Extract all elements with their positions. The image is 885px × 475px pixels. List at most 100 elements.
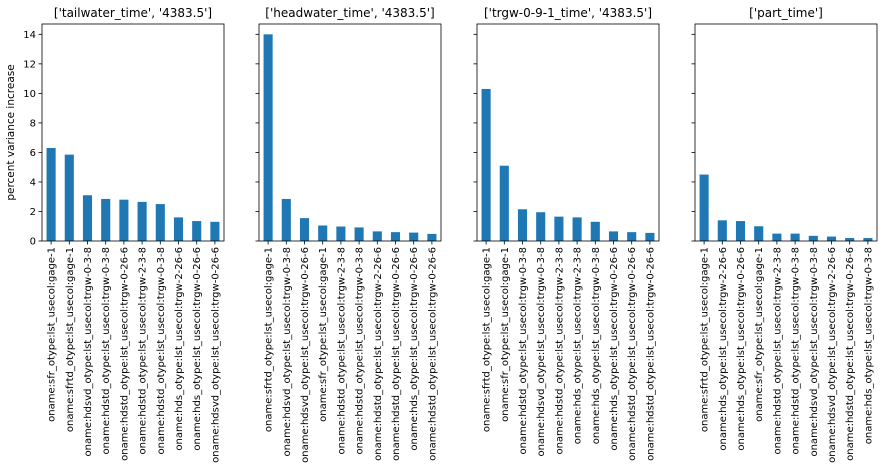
x-tick-label: oname:hdstd_otype:lst_usecol:trgw-2-3-8	[138, 247, 149, 455]
y-tick-label: 0	[30, 237, 36, 248]
x-tick-label: oname:hdstd_otype:lst_usecol:trgw-2-3-8	[336, 247, 347, 455]
panel-2-frame	[258, 23, 442, 242]
x-tick-label: oname:hdstd_otype:lst_usecol:trgw-0-26-6	[427, 247, 438, 461]
x-tick-label: oname:hdstd_otype:lst_usecol:trgw-0-26-6	[119, 247, 130, 461]
panel-1: ['tailwater_time', '4383.5'] oname:sfr_ot…	[23, 6, 225, 463]
x-tick-label: oname:hdstd_otype:lst_usecol:trgw-2-3-8	[772, 247, 783, 455]
bar	[119, 199, 129, 241]
x-tick-label: oname:hds_otype:lst_usecol:trgw-0-3-8	[591, 247, 602, 444]
x-tick-label: oname:sfr_otype:lst_usecol:gage-1	[754, 247, 765, 422]
x-tick-label: oname:hdstd_otype:lst_usecol:trgw-0-3-8	[156, 247, 167, 455]
x-tick-label: oname:sfr_otype:lst_usecol:gage-1	[318, 247, 329, 422]
bar	[808, 235, 818, 241]
x-tick-label: oname:hdstd_otype:lst_usecol:trgw-0-3-8	[518, 247, 529, 455]
x-tick-label: oname:hdsvd_otype:lst_usecol:trgw-0-3-8	[282, 247, 293, 457]
panel-4: ['part_time'] oname:sfrtd_otype:lst_useco…	[691, 6, 878, 463]
x-tick-label: oname:hds_otype:lst_usecol:trgw-2-26-6	[174, 247, 185, 451]
x-tick-label: oname:hds_otype:lst_usecol:trgw-0-3-8	[863, 247, 874, 444]
bar	[263, 34, 273, 241]
bar	[608, 231, 619, 241]
bar	[826, 236, 837, 241]
x-tick-label: oname:hdstd_otype:lst_usecol:trgw-0-26-6	[845, 247, 856, 461]
y-tick-label: 12	[23, 59, 36, 70]
bar	[281, 198, 291, 241]
y-tick-label: 8	[30, 118, 36, 129]
bar	[173, 217, 184, 241]
bar	[427, 233, 437, 241]
y-tick-label: 4	[30, 177, 36, 188]
bar	[46, 148, 56, 241]
bar	[590, 221, 600, 241]
x-tick-label: oname:hdsvd_otype:lst_usecol:trgw-0-3-8	[83, 247, 94, 457]
x-tick-label: oname:hdsvd_otype:lst_usecol:trgw-2-26-6	[827, 247, 838, 463]
panel-3-title: ['trgw-0-9-1_time', '4383.5']	[484, 6, 652, 20]
y-axis-label: percent variance increase	[5, 64, 17, 200]
x-tick-label: oname:hds_otype:lst_usecol:trgw-2-26-6	[718, 247, 729, 451]
x-tick-label: oname:hdstd_otype:lst_usecol:trgw-0-26-6	[627, 247, 638, 461]
x-tick-label: oname:sfrtd_otype:lst_usecol:gage-1	[700, 247, 711, 432]
x-tick-label: oname:hdstd_otype:lst_usecol:trgw-2-3-8	[554, 247, 565, 455]
x-tick-label: oname:hds_otype:lst_usecol:trgw-0-26-6	[609, 247, 620, 451]
x-tick-label: oname:hdstd_otype:lst_usecol:trgw-0-26-6	[645, 247, 656, 461]
bar	[772, 233, 782, 241]
panel-1-title: ['tailwater_time', '4383.5']	[54, 6, 212, 20]
x-tick-label: oname:sfr_otype:lst_usecol:gage-1	[47, 247, 58, 422]
y-tick-label: 14	[23, 30, 36, 41]
x-tick-label: oname:hdsvd_otype:lst_usecol:trgw-0-3-8	[536, 247, 547, 457]
x-tick-label: oname:hdstd_otype:lst_usecol:trgw-0-3-8	[791, 247, 802, 455]
bar	[754, 226, 764, 241]
bar	[82, 195, 93, 241]
x-tick-label: oname:hdsvd_otype:lst_usecol:trgw-0-26-6	[210, 247, 221, 463]
x-tick-label: oname:hds_otype:lst_usecol:trgw-0-26-6	[736, 247, 747, 451]
bar	[499, 165, 509, 241]
panel-2: ['headwater_time', '4383.5'] oname:sfrtd_…	[255, 6, 442, 463]
bar	[299, 218, 310, 241]
bar	[354, 227, 364, 241]
bar	[409, 232, 419, 241]
x-tick-label: oname:hdsvd_otype:lst_usecol:trgw-0-3-8	[809, 247, 820, 457]
bar	[481, 88, 491, 241]
x-tick-label: oname:hdstd_otype:lst_usecol:trgw-0-3-8	[355, 247, 366, 455]
bar	[627, 232, 637, 241]
x-tick-label: oname:hdsvd_otype:lst_usecol:trgw-0-26-6	[300, 247, 311, 463]
bar	[192, 221, 202, 241]
panel-1-frame	[41, 23, 225, 242]
bar	[318, 225, 328, 241]
bar	[735, 221, 746, 241]
y-tick-label: 2	[30, 207, 36, 218]
bar	[863, 238, 873, 241]
bar	[790, 233, 800, 241]
panel-4-title: ['part_time']	[749, 6, 823, 20]
bar	[517, 209, 528, 241]
bar	[155, 204, 165, 241]
y-tick-label: 6	[30, 148, 36, 159]
panel-4-frame	[694, 23, 878, 242]
x-tick-label: oname:hdstd_otype:lst_usecol:trgw-0-26-6	[391, 247, 402, 461]
y-tick-label: 10	[23, 89, 36, 100]
x-tick-label: oname:sfrtd_otype:lst_usecol:gage-1	[264, 247, 275, 432]
bar	[717, 220, 727, 241]
bar	[554, 216, 564, 241]
panel-3-frame	[476, 23, 660, 242]
x-tick-label: oname:hdstd_otype:lst_usecol:trgw-0-3-8	[101, 247, 112, 455]
bar	[645, 232, 655, 241]
bar	[64, 154, 74, 241]
bar	[536, 212, 546, 241]
bar	[137, 201, 147, 241]
x-tick-label: oname:hds_otype:lst_usecol:trgw-0-26-6	[409, 247, 420, 451]
bar	[372, 231, 382, 241]
bar	[336, 226, 346, 241]
panel-3: ['trgw-0-9-1_time', '4383.5'] oname:sfrtd…	[473, 6, 660, 461]
bar	[699, 174, 709, 241]
x-tick-label: oname:hds_otype:lst_usecol:trgw-2-3-8	[573, 247, 584, 444]
bar	[101, 198, 111, 241]
panel-2-title: ['headwater_time', '4383.5']	[265, 6, 434, 20]
x-tick-label: oname:sfr_otype:lst_usecol:gage-1	[500, 247, 511, 422]
x-tick-label: oname:sfrtd_otype:lst_usecol:gage-1	[482, 247, 493, 432]
bar	[390, 232, 401, 241]
x-tick-label: oname:hdstd_otype:lst_usecol:trgw-2-26-6	[373, 247, 384, 461]
x-tick-label: oname:sfrtd_otype:lst_usecol:gage-1	[65, 247, 76, 432]
bar	[210, 221, 220, 241]
